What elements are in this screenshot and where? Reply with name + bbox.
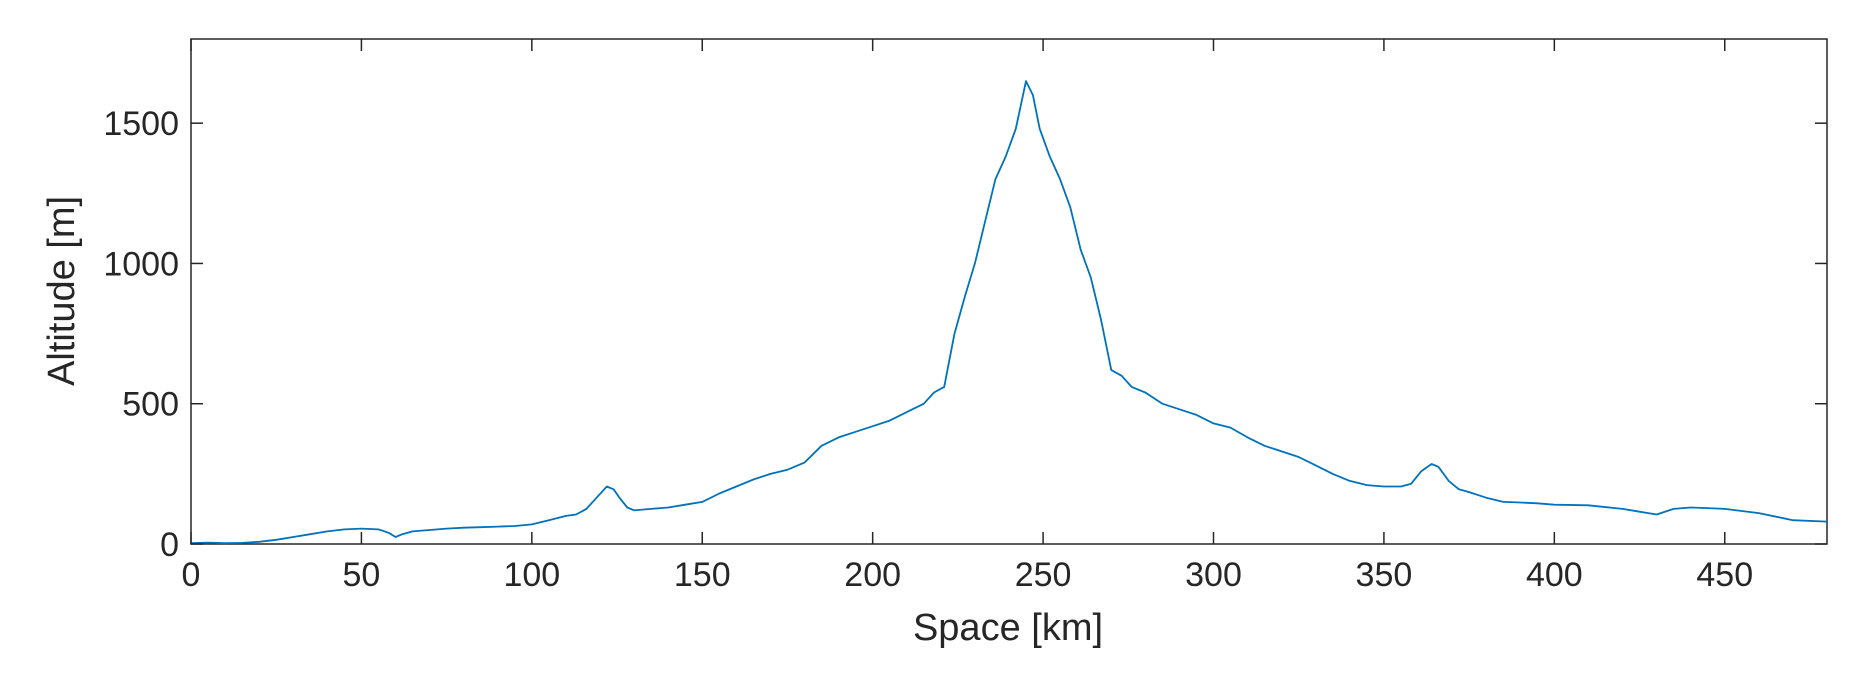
- x-tick-label: 300: [1185, 556, 1242, 594]
- x-tick-label: 250: [1015, 556, 1072, 594]
- y-tick-label: 0: [160, 526, 179, 564]
- x-tick-label: 100: [503, 556, 560, 594]
- y-tick-label: 500: [122, 386, 179, 424]
- y-axis-label: Altitude [m]: [41, 196, 83, 386]
- series-line-0: [190, 80, 1828, 545]
- x-tick-label: 200: [844, 556, 901, 594]
- x-tick-label: 0: [182, 556, 201, 594]
- x-tick-label: 50: [343, 556, 381, 594]
- x-tick-label: 150: [674, 556, 731, 594]
- y-tick-label: 1500: [103, 105, 179, 143]
- y-tick-label: 1000: [103, 245, 179, 283]
- x-axis: 0 50 100 150 200 250 300 350 400 450: [182, 39, 1753, 594]
- x-tick-label: 350: [1356, 556, 1413, 594]
- axes-box: [190, 38, 1828, 545]
- x-axis-label: Space [km]: [913, 607, 1103, 649]
- plot-area: [190, 38, 1828, 545]
- x-tick-label: 450: [1696, 556, 1753, 594]
- x-tick-label: 400: [1526, 556, 1583, 594]
- y-axis: 0 500 1000 1500: [103, 105, 1827, 564]
